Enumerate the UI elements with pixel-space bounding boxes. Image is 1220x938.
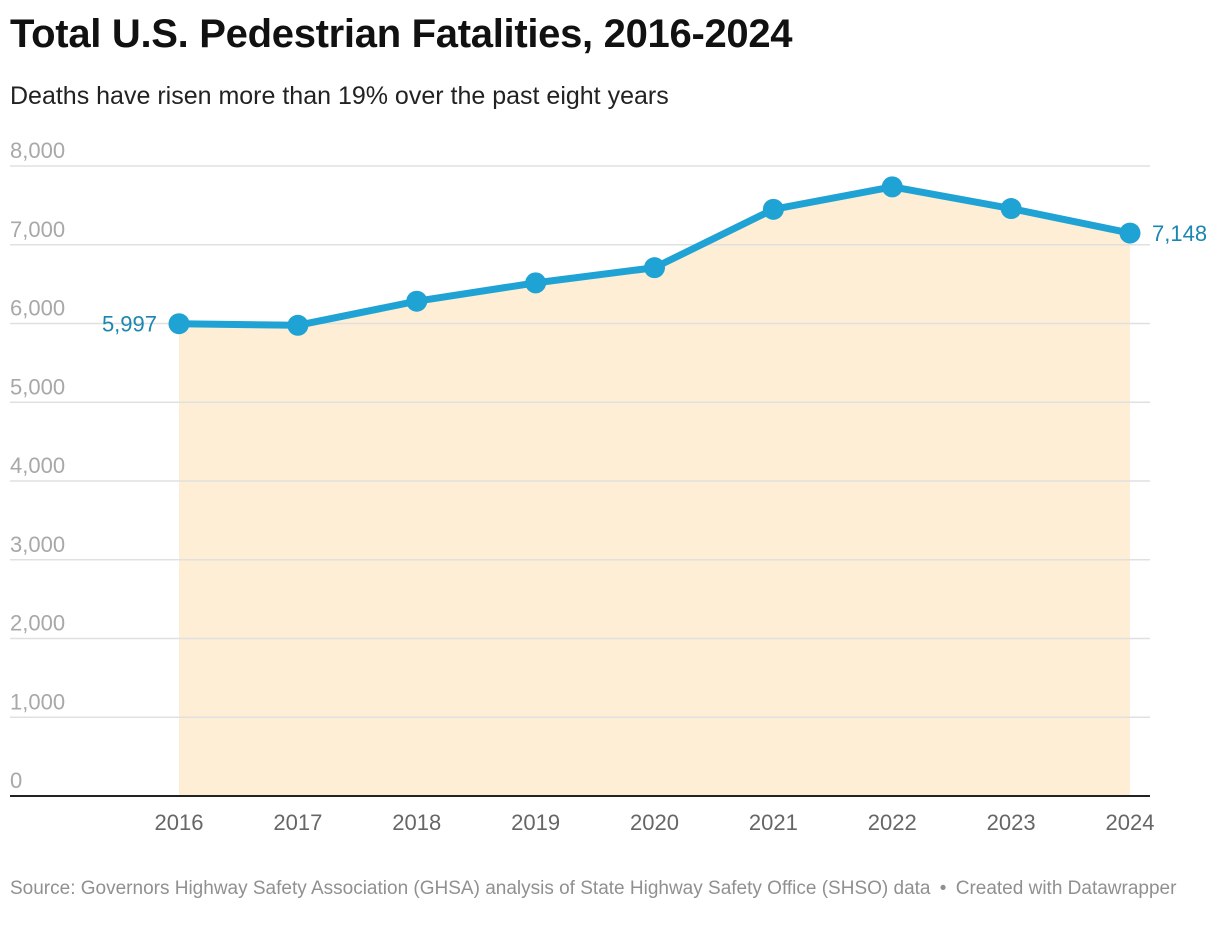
footer-separator: •: [939, 878, 947, 899]
y-tick-label: 3,000: [10, 532, 65, 557]
chart-title: Total U.S. Pedestrian Fatalities, 2016-2…: [10, 12, 793, 56]
x-tick-label: 2017: [273, 810, 322, 835]
data-label: 7,148: [1152, 221, 1207, 246]
data-label: 5,997: [102, 312, 157, 337]
y-tick-label: 8,000: [10, 138, 65, 163]
data-point-2021: [762, 198, 784, 220]
y-tick-label: 1,000: [10, 689, 65, 714]
x-tick-label: 2018: [392, 810, 441, 835]
area-fill: [179, 186, 1130, 796]
x-tick-label: 2019: [511, 810, 560, 835]
data-point-2017: [287, 314, 309, 336]
y-tick-label: 7,000: [10, 217, 65, 242]
data-point-2020: [644, 257, 665, 279]
y-tick-label: 2,000: [10, 611, 65, 636]
data-point-2018: [406, 290, 428, 312]
data-point-2022: [881, 176, 903, 198]
x-tick-label: 2020: [630, 810, 679, 835]
x-tick-label: 2023: [987, 810, 1036, 835]
data-point-2019: [525, 272, 547, 294]
x-tick-label: 2024: [1106, 810, 1155, 835]
data-point-2023: [1000, 198, 1022, 220]
source-note: Source: Governors Highway Safety Associa…: [10, 878, 931, 899]
x-tick-label: 2022: [868, 810, 917, 835]
datawrapper-credit: Created with Datawrapper: [955, 878, 1177, 899]
x-tick-label: 2021: [749, 810, 798, 835]
y-tick-label: 6,000: [10, 296, 65, 321]
chart-subtitle: Deaths have risen more than 19% over the…: [10, 82, 669, 110]
y-tick-label: 4,000: [10, 453, 65, 478]
y-tick-label: 0: [10, 768, 22, 793]
chart-footer: Source: Governors Highway Safety Associa…: [10, 876, 1210, 902]
y-tick-label: 5,000: [10, 374, 65, 399]
x-tick-label: 2016: [155, 810, 204, 835]
data-point-2016: [168, 313, 190, 335]
data-point-2024: [1119, 222, 1141, 244]
